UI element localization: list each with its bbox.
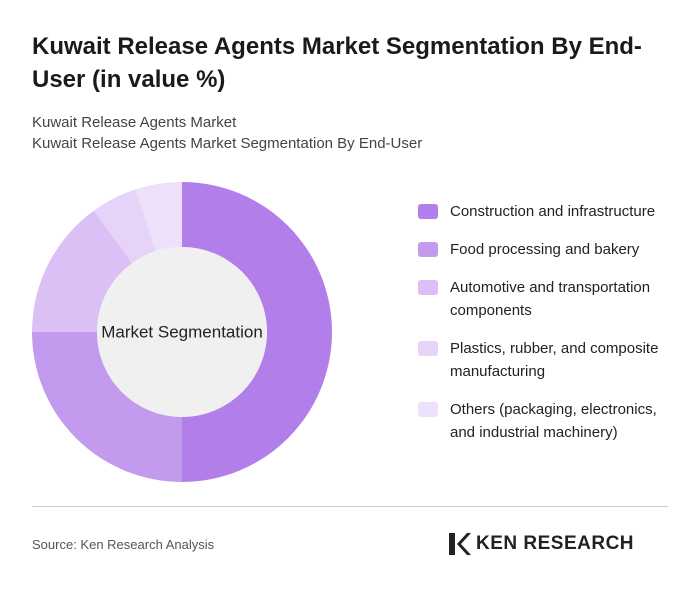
- legend-item: Construction and infrastructure: [418, 200, 678, 223]
- brand: KEN RESEARCH: [476, 533, 635, 554]
- legend-label: Others (packaging, electronics, and indu…: [450, 401, 657, 441]
- legend-swatch: [418, 402, 438, 417]
- legend-label: Automotive and transportation components: [450, 279, 651, 319]
- legend-swatch: [418, 204, 438, 219]
- donut-slice: [182, 182, 332, 482]
- source: Source: Ken Research Analysis: [32, 537, 215, 552]
- legend-swatch: [418, 280, 438, 295]
- legend-item: Food processing and bakery: [418, 238, 678, 261]
- legend-swatch: [418, 341, 438, 356]
- donut-hole: [97, 247, 267, 417]
- center-label: Market Segmentation: [101, 322, 263, 341]
- legend: Construction and infrastructure Food proc…: [418, 200, 678, 459]
- legend-item: Plastics, rubber, and composite manufact…: [418, 337, 678, 383]
- donut-slice: [93, 189, 156, 264]
- chart-title: Kuwait Release Agents Market Segmentatio…: [32, 33, 642, 93]
- legend-item: Others (packaging, electronics, and indu…: [418, 398, 678, 444]
- divider: [32, 506, 668, 507]
- legend-label: Food processing and bakery: [450, 241, 640, 258]
- brand-logo: [449, 533, 471, 555]
- legend-item: Automotive and transportation components: [418, 276, 678, 322]
- donut-chart: Market Segmentation: [32, 182, 332, 482]
- donut-slice: [32, 332, 182, 482]
- legend-swatch: [418, 242, 438, 257]
- subtitle: Kuwait Release Agents Market Segmentatio…: [32, 135, 423, 152]
- legend-label: Plastics, rubber, and composite manufact…: [450, 340, 659, 380]
- donut-slice: [135, 182, 182, 252]
- subtitle: Kuwait Release Agents Market: [32, 114, 237, 131]
- legend-label: Construction and infrastructure: [450, 203, 656, 220]
- donut-slice: [32, 210, 133, 332]
